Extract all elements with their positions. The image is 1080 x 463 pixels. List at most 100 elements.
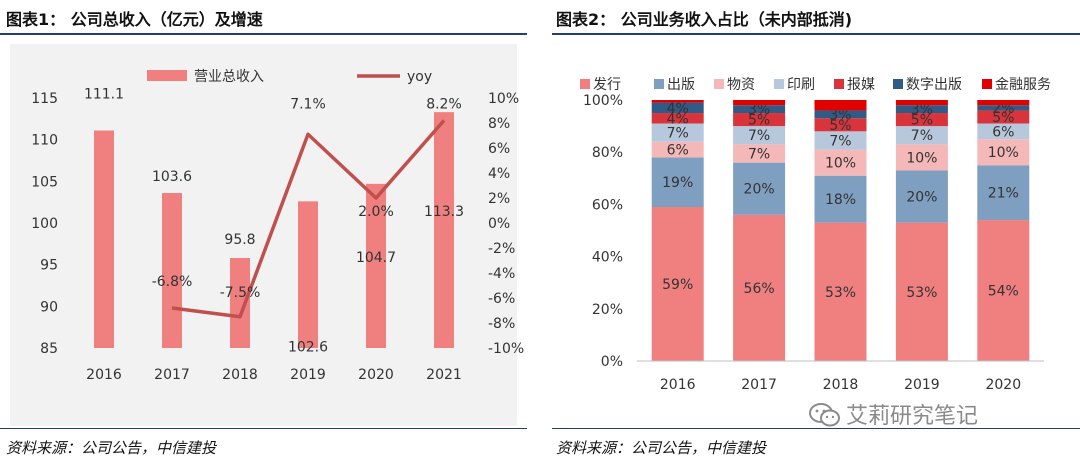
y-right-tick-label: -6%: [488, 291, 515, 307]
x-tick-label: 2016: [660, 377, 696, 393]
y-tick-label: 60%: [592, 197, 623, 213]
segment-data-label: 7%: [829, 133, 851, 149]
stack-segment-物资: [895, 144, 948, 171]
revenue-bar: [298, 201, 318, 348]
wechat-icon: [809, 403, 840, 427]
revenue-bar: [434, 112, 454, 349]
stack-segment-印刷: [977, 123, 1030, 140]
legend-swatch-发行: [580, 79, 590, 89]
segment-data-label: 7%: [748, 128, 770, 144]
stack-segment-数字出版: [651, 102, 704, 114]
stack-segment-印刷: [651, 123, 704, 142]
y-right-tick-label: -10%: [488, 341, 524, 357]
left-title-rule: [0, 33, 527, 35]
stack-segment-报媒: [977, 110, 1030, 124]
right-chart-title: 图表2： 公司业务收入占比（未内部抵消): [556, 10, 853, 29]
revenue-data-label: 95.8: [224, 232, 255, 248]
legend-swatch-金融服务: [982, 79, 992, 89]
stack-segment-发行: [895, 222, 948, 361]
x-tick-label: 2017: [154, 367, 190, 383]
stack-segment-发行: [814, 222, 867, 361]
revenue-bar: [162, 193, 182, 348]
stack-segment-发行: [733, 214, 786, 361]
revenue-data-label: 113.3: [424, 204, 464, 220]
legend-swatch-报媒: [834, 79, 844, 89]
yoy-data-label: 7.1%: [290, 96, 326, 112]
legend-label-报媒: 报媒: [847, 77, 875, 93]
stack-segment-数字出版: [814, 110, 867, 119]
segment-data-label: 5%: [829, 118, 851, 134]
x-tick-label: 2020: [985, 377, 1021, 393]
stack-segment-报媒: [814, 118, 867, 132]
segment-data-label: 5%: [748, 113, 770, 129]
revenue-data-label: 111.1: [84, 87, 124, 103]
revenue-bar: [94, 130, 114, 348]
yoy-data-label: -6.8%: [152, 274, 193, 290]
y-right-tick-label: 8%: [488, 116, 510, 132]
y-left-tick-label: 95: [40, 258, 58, 274]
yoy-data-label: -7.5%: [220, 285, 261, 301]
segment-data-label: 6%: [992, 124, 1014, 140]
y-tick-label: 20%: [592, 302, 623, 318]
right-source-note: 资料来源：公司公告，中信建投: [556, 439, 767, 457]
segment-data-label: 21%: [988, 186, 1019, 202]
stack-segment-金融服务: [814, 100, 867, 111]
y-right-tick-label: -2%: [488, 241, 515, 257]
y-tick-label: 80%: [592, 145, 623, 161]
y-right-tick-label: 6%: [488, 141, 510, 157]
segment-data-label: 3%: [829, 107, 851, 123]
stack-segment-出版: [895, 170, 948, 223]
segment-data-label: 7%: [911, 128, 933, 144]
stack-segment-报媒: [895, 113, 948, 127]
segment-data-label: 10%: [906, 150, 937, 166]
legend-swatch-印刷: [774, 79, 784, 89]
watermark-text: 艾莉研究笔记: [846, 404, 979, 429]
left-chart-title: 图表1： 公司总收入（亿元）及增速: [6, 10, 263, 29]
stack-segment-出版: [814, 175, 867, 223]
x-tick-label: 2020: [358, 367, 394, 383]
x-tick-label: 2021: [426, 367, 462, 383]
y-left-tick-label: 115: [31, 91, 58, 107]
legend-label-印刷: 印刷: [787, 77, 815, 93]
legend-label-物资: 物资: [727, 77, 755, 93]
legend-swatch-出版: [654, 79, 664, 89]
x-tick-label: 2017: [741, 377, 777, 393]
segment-data-label: 20%: [906, 190, 937, 206]
y-right-tick-label: 10%: [488, 91, 519, 107]
y-right-tick-label: 4%: [488, 166, 510, 182]
segment-data-label: 4%: [667, 111, 689, 127]
segment-data-label: 59%: [662, 277, 693, 293]
stack-segment-数字出版: [895, 105, 948, 114]
right-title-rule: [552, 33, 1080, 35]
x-tick-label: 2019: [290, 367, 326, 383]
revenue-data-label: 104.7: [356, 250, 396, 266]
y-tick-label: 0%: [601, 354, 623, 370]
stack-segment-物资: [977, 139, 1030, 166]
left-source-note: 资料来源：公司公告，中信建投: [6, 439, 217, 457]
yoy-line: [171, 119, 446, 319]
revenue-data-label: 103.6: [152, 169, 192, 185]
stack-segment-金融服务: [977, 100, 1030, 106]
segment-data-label: 5%: [911, 113, 933, 129]
left-chart: 115 110 105 100 95 90 85 10% 8% 6% 4% 2% 0% -2% -4% -6%…: [10, 44, 524, 426]
y-right-tick-label: 2%: [488, 191, 510, 207]
segment-data-label: 7%: [748, 147, 770, 163]
right-footer-rule: [552, 428, 1080, 429]
legend-label-金融服务: 金融服务: [995, 77, 1051, 93]
legend-revenue-swatch: [147, 70, 187, 81]
stack-segment-发行: [977, 220, 1030, 361]
stack-segment-印刷: [895, 126, 948, 145]
segment-data-label: 54%: [988, 284, 1019, 300]
stack-segment-金融服务: [733, 100, 786, 106]
legend-yoy-label: yoy: [407, 69, 432, 85]
y-right-tick-label: -8%: [488, 316, 515, 332]
legend-revenue-label: 营业总收入: [194, 69, 264, 85]
stack-segment-报媒: [651, 113, 704, 124]
stack-segment-物资: [651, 141, 704, 158]
stack-segment-印刷: [814, 131, 867, 150]
legend-label-出版: 出版: [667, 77, 695, 93]
segment-data-label: 4%: [667, 101, 689, 117]
legend-label-数字出版: 数字出版: [906, 77, 962, 93]
y-left-tick-label: 85: [40, 341, 58, 357]
segment-data-label: 18%: [825, 192, 856, 208]
